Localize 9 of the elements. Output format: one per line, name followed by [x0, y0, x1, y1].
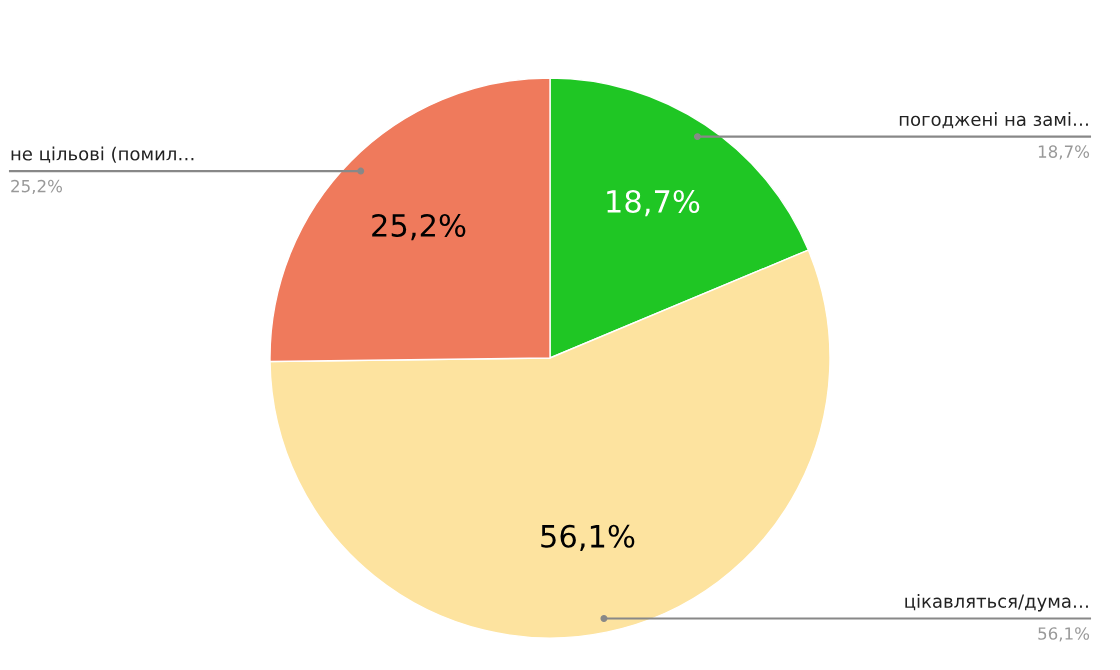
slice-label: погоджені на замі…: [899, 112, 1088, 129]
data-label: 18,7%: [607, 189, 700, 217]
data-label: 25,2%: [372, 213, 466, 241]
text: 18,7%: [1038, 145, 1090, 160]
slice-label: не цільові (помил…: [11, 146, 194, 163]
text: 25,2%: [11, 179, 63, 195]
slice-label: цікавляться/дума…: [905, 594, 1088, 612]
data-label: 56,1%: [541, 524, 635, 551]
text: 56,1%: [1038, 627, 1090, 642]
